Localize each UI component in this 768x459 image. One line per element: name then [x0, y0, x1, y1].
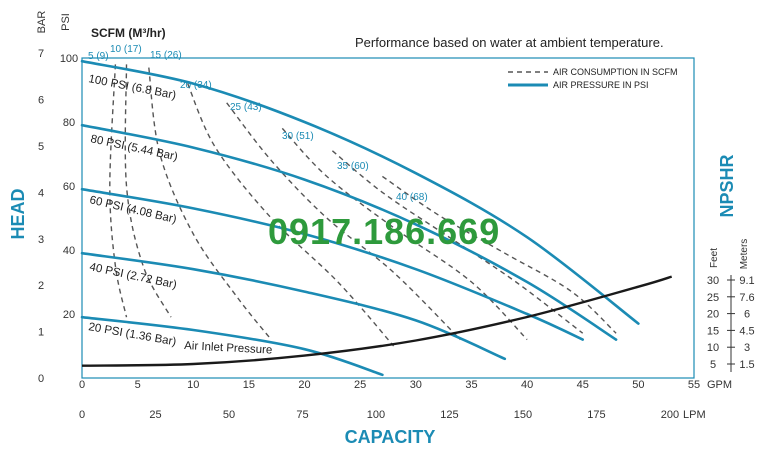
psi-tick-label: 60 — [63, 181, 75, 193]
air-pressure-curve — [80, 59, 640, 325]
plot-frame — [81, 57, 695, 379]
bar-tick-label: 4 — [38, 187, 44, 199]
npshr-meter-tick-label: 9.1 — [739, 275, 754, 287]
psi-tick-label: 80 — [63, 117, 75, 129]
bar-tick-label: 1 — [38, 327, 44, 339]
air-consumption-curve — [124, 64, 172, 318]
gpm-tick-label: 15 — [243, 379, 255, 391]
air-consumption-label: 30 (51) — [282, 131, 314, 142]
gpm-tick-label: 10 — [187, 379, 199, 391]
air-consumption-label: 35 (60) — [337, 161, 369, 172]
air-pressure-curve — [80, 187, 584, 341]
lpm-tick-label: 200 — [661, 409, 679, 421]
air-inlet-pressure-label: Air Inlet Pressure — [184, 340, 273, 357]
gpm-tick-label: 25 — [354, 379, 366, 391]
phone-watermark: 0917.186.669 — [268, 211, 500, 252]
gpm-tick-label: 30 — [410, 379, 422, 391]
bar-tick-label: 3 — [38, 234, 44, 246]
npshr-meter-tick-label: 7.6 — [739, 292, 754, 304]
legend: AIR CONSUMPTION IN SCFM AIR PRESSURE IN … — [508, 67, 678, 90]
lpm-tick-label: 25 — [149, 409, 161, 421]
npshr-feet-tick-label: 30 — [707, 275, 719, 287]
gpm-tick-label: 45 — [577, 379, 589, 391]
npshr-curve-group: Air Inlet Pressure — [81, 275, 673, 367]
npshr-meter-tick-label: 6 — [744, 309, 750, 321]
air-consumption-curve — [148, 67, 272, 341]
bar-tick-label: 5 — [38, 141, 44, 153]
legend-pressure-label: AIR PRESSURE IN PSI — [553, 80, 649, 90]
air-pressure-label: 60 PSI (4.08 Bar) — [88, 194, 177, 226]
scfm-header: SCFM (M³/hr) — [91, 26, 166, 40]
npshr-axis-title: NPSHR — [717, 154, 737, 217]
gpm-tick-label: 55 — [688, 379, 700, 391]
psi-tick-label: 40 — [63, 245, 75, 257]
air-consumption-label: 25 (43) — [230, 102, 262, 113]
gpm-tick-label: 40 — [521, 379, 533, 391]
lpm-tick-label: 0 — [79, 409, 85, 421]
capacity-axis-title: CAPACITY — [345, 427, 436, 447]
air-consumption-curve — [226, 102, 461, 341]
npshr-feet-tick-label: 15 — [707, 325, 719, 337]
npshr-curve — [81, 275, 673, 367]
lpm-unit-label: LPM — [683, 409, 706, 421]
lpm-tick-label: 150 — [514, 409, 532, 421]
gpm-tick-label: 20 — [298, 379, 310, 391]
air-consumption-label: 5 (9) — [88, 51, 109, 62]
psi-tick-label: 20 — [63, 309, 75, 321]
npshr-feet-unit: Feet — [709, 248, 720, 268]
npshr-feet-tick-label: 20 — [707, 309, 719, 321]
bar-tick-label: 0 — [38, 373, 44, 385]
npshr-meter-tick-label: 4.5 — [739, 325, 754, 337]
psi-unit-label: PSI — [60, 13, 72, 31]
npshr-feet-tick-label: 25 — [707, 292, 719, 304]
bar-tick-label: 2 — [38, 280, 44, 292]
performance-note: Performance based on water at ambient te… — [355, 35, 664, 50]
npshr-meters-unit: Meters — [739, 239, 750, 270]
gpm-unit-label: GPM — [707, 379, 732, 391]
bar-unit-label: BAR — [36, 11, 48, 34]
gpm-tick-label: 50 — [632, 379, 644, 391]
lpm-tick-label: 125 — [440, 409, 458, 421]
lpm-tick-label: 75 — [296, 409, 308, 421]
npshr-meter-tick-label: 3 — [744, 342, 750, 354]
lpm-tick-label: 100 — [367, 409, 385, 421]
head-axis-title: HEAD — [8, 188, 28, 239]
air-consumption-curve — [281, 127, 528, 341]
air-consumption-label: 40 (68) — [396, 192, 428, 203]
air-consumption-label: 10 (17) — [110, 44, 142, 55]
air-pressure-curve — [80, 251, 507, 361]
gpm-tick-label: 35 — [465, 379, 477, 391]
npshr-feet-tick-label: 10 — [707, 342, 719, 354]
lpm-tick-label: 175 — [587, 409, 605, 421]
air-consumption-curve — [331, 150, 584, 334]
npshr-feet-tick-label: 5 — [710, 359, 716, 371]
air-consumption-curve — [109, 64, 128, 318]
gpm-tick-label: 0 — [79, 379, 85, 391]
bar-tick-label: 7 — [38, 48, 44, 60]
air-pressure-curve — [80, 315, 384, 377]
legend-consumption-label: AIR CONSUMPTION IN SCFM — [553, 67, 678, 77]
npshr-meter-tick-label: 1.5 — [739, 359, 754, 371]
air-pressure-curve — [80, 123, 618, 341]
lpm-tick-label: 50 — [223, 409, 235, 421]
psi-tick-label: 100 — [60, 53, 78, 65]
bar-tick-label: 6 — [38, 95, 44, 107]
gpm-tick-label: 5 — [135, 379, 141, 391]
axis-ticks: 0 5 10 15 20 25 30 35 40 45 50 550 25 50 75 100 125 150 17… — [38, 48, 755, 421]
air-pressure-label: 80 PSI (5.44 Bar) — [89, 133, 179, 163]
air-consumption-label: 15 (26) — [150, 50, 182, 61]
